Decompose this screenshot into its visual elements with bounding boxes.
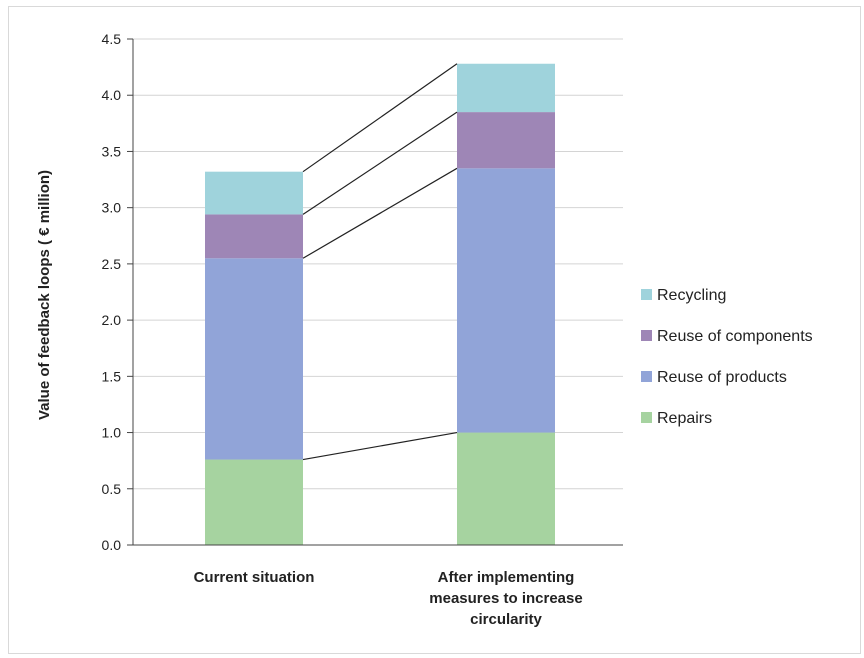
bar-segment-recycling — [457, 63, 555, 113]
x-category-label: Current situation — [194, 569, 315, 586]
x-category-label: measures to increase — [429, 590, 582, 607]
bar-segment-reuse-of-components — [457, 112, 555, 169]
legend-swatch — [641, 412, 652, 423]
bar-segment-repairs — [205, 459, 303, 545]
x-category-label: circularity — [470, 611, 542, 628]
bar-segment-reuse-of-components — [205, 214, 303, 259]
y-tick-label: 2.5 — [102, 256, 122, 272]
y-tick-label: 2.0 — [102, 312, 122, 328]
y-tick-label: 1.0 — [102, 425, 122, 441]
legend-swatch — [641, 371, 652, 382]
legend: Recycling Reuse of components Reuse of pro… — [641, 287, 813, 427]
x-category-label: After implementing — [438, 569, 575, 586]
connector-line — [302, 63, 458, 173]
y-tick-label: 0.0 — [102, 537, 122, 553]
connector-line — [302, 431, 458, 461]
legend-label: Repairs — [657, 410, 712, 427]
y-tick-label: 0.5 — [102, 481, 122, 497]
legend-label: Recycling — [657, 287, 726, 304]
y-tick-label: 3.0 — [102, 200, 122, 216]
bar-segment-recycling — [205, 171, 303, 215]
bar-segment-reuse-of-products — [457, 168, 555, 433]
legend-swatch — [641, 330, 652, 341]
y-tick-label: 4.0 — [102, 87, 122, 103]
chart-frame — [8, 6, 861, 654]
connector-line — [302, 167, 458, 259]
bars — [205, 63, 555, 545]
axes: 0.0 0.5 1.0 1.5 2.0 2.5 3.0 3.5 4.0 4.5 Current si… — [102, 31, 623, 628]
legend-label: Reuse of components — [657, 328, 813, 345]
connector-lines — [302, 63, 458, 461]
y-tick-label: 4.5 — [102, 31, 122, 47]
y-tick-label: 1.5 — [102, 368, 122, 384]
bar-segment-reuse-of-products — [205, 258, 303, 460]
connector-line — [302, 111, 458, 215]
y-tick-label: 3.5 — [102, 143, 122, 159]
legend-label: Reuse of products — [657, 369, 787, 386]
bar-segment-repairs — [457, 432, 555, 545]
legend-swatch — [641, 289, 652, 300]
y-axis-title: Value of feedback loops ( € million) — [36, 170, 53, 420]
